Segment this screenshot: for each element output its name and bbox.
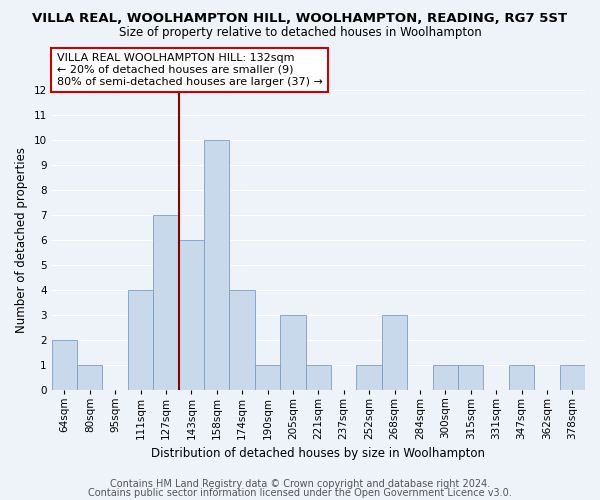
Y-axis label: Number of detached properties: Number of detached properties (15, 146, 28, 332)
Bar (179, 240, 204, 390)
X-axis label: Distribution of detached houses by size in Woolhampton: Distribution of detached houses by size … (151, 447, 485, 460)
Bar (52, 340, 77, 390)
Bar (560, 364, 585, 390)
Bar (229, 290, 255, 390)
Bar (128, 290, 153, 390)
Bar (153, 214, 179, 390)
Bar (77, 364, 103, 390)
Text: VILLA REAL WOOLHAMPTON HILL: 132sqm
← 20% of detached houses are smaller (9)
80%: VILLA REAL WOOLHAMPTON HILL: 132sqm ← 20… (57, 54, 323, 86)
Bar (255, 364, 280, 390)
Text: Contains HM Land Registry data © Crown copyright and database right 2024.: Contains HM Land Registry data © Crown c… (110, 479, 490, 489)
Text: Size of property relative to detached houses in Woolhampton: Size of property relative to detached ho… (119, 26, 481, 39)
Bar (280, 314, 305, 390)
Bar (305, 364, 331, 390)
Bar (433, 364, 458, 390)
Bar (458, 364, 484, 390)
Bar (382, 314, 407, 390)
Bar (509, 364, 534, 390)
Bar (204, 140, 229, 390)
Text: Contains public sector information licensed under the Open Government Licence v3: Contains public sector information licen… (88, 488, 512, 498)
Bar (356, 364, 382, 390)
Text: VILLA REAL, WOOLHAMPTON HILL, WOOLHAMPTON, READING, RG7 5ST: VILLA REAL, WOOLHAMPTON HILL, WOOLHAMPTO… (32, 12, 568, 26)
